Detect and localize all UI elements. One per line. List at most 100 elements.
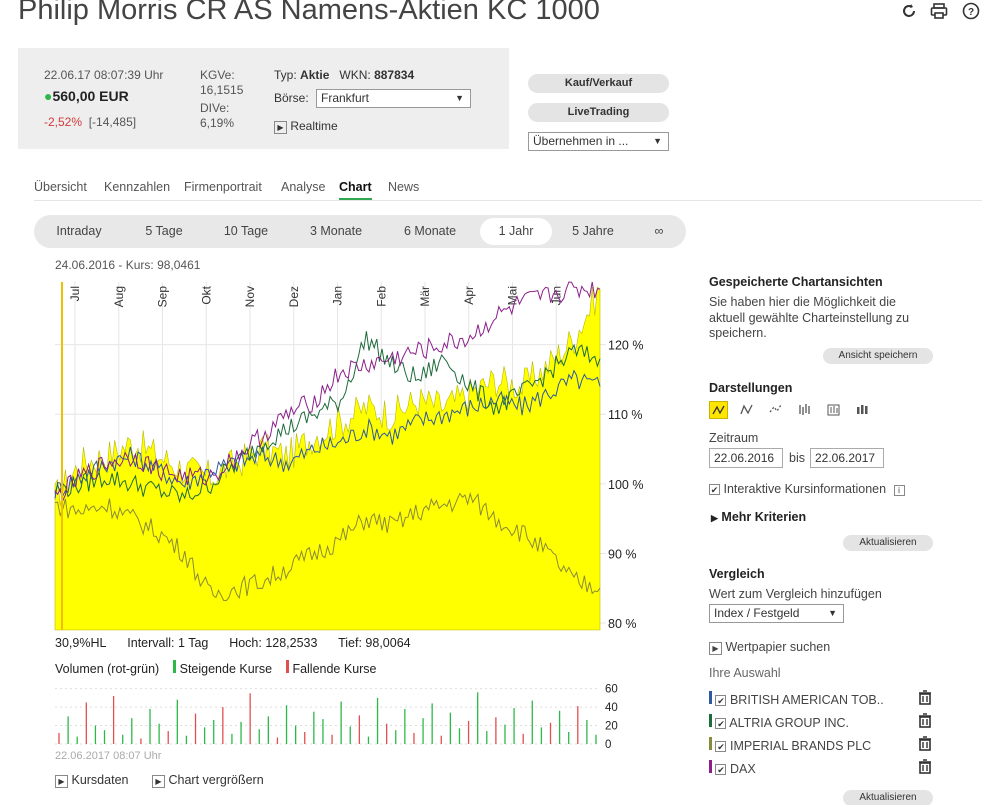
quote-timestamp: 22.06.17 08:07:39 Uhr: [44, 68, 164, 82]
tab-uebersicht[interactable]: Übersicht: [34, 180, 87, 194]
zeitraum-label: Zeitraum: [709, 431, 759, 445]
volume-tick-label: 20: [605, 721, 618, 733]
interaktiv-checkbox-row[interactable]: ✔ Interaktive Kursinformationen i: [709, 482, 905, 496]
range-max[interactable]: ∞: [654, 224, 664, 238]
y-tick-label: 100 %: [608, 478, 643, 492]
range-intraday[interactable]: Intraday: [56, 224, 102, 238]
kgv-label: KGVe:: [200, 68, 235, 82]
series-line: [54, 369, 601, 499]
dot-chart-type-icon[interactable]: [767, 401, 786, 419]
boerse-label: Börse:: [274, 91, 309, 105]
falling-label: Fallende Kurse: [292, 662, 377, 676]
mehr-kriterien-toggle[interactable]: ▶ Mehr Kriterien: [711, 510, 807, 524]
aktualisieren-button[interactable]: Aktualisieren: [843, 535, 933, 551]
div-value: 6,19%: [200, 116, 235, 130]
tab-analyse[interactable]: Analyse: [281, 180, 326, 194]
div-label: DIVe:: [200, 101, 230, 115]
tab-kennzahlen[interactable]: Kennzahlen: [104, 180, 171, 194]
y-tick-label: 90 %: [608, 547, 637, 561]
kgv-value: 16,1515: [200, 83, 244, 97]
boerse-select[interactable]: Frankfurt ▼: [316, 89, 471, 108]
aktualisieren-vergleich-button[interactable]: Aktualisieren: [843, 790, 933, 805]
refresh-icon[interactable]: [900, 2, 918, 20]
x-tick-label: Jan: [331, 286, 345, 305]
range-6-monate[interactable]: 6 Monate: [403, 224, 457, 238]
line-chart-type-icon[interactable]: [709, 401, 728, 419]
x-tick-label: Mai: [506, 286, 520, 305]
volume-title: Volumen (rot-grün): [55, 662, 160, 676]
range-5-jahre[interactable]: 5 Jahre: [572, 224, 614, 238]
svg-text:?: ?: [968, 7, 974, 18]
compare-item[interactable]: ✔ IMPERIAL BRANDS PLC: [709, 737, 871, 753]
volume-tick-label: 0: [605, 739, 611, 750]
checkbox-checked-icon[interactable]: ✔: [715, 695, 727, 706]
y-tick-label: 110 %: [608, 408, 643, 422]
tab-news[interactable]: News: [388, 180, 420, 194]
kauf-verkauf-button[interactable]: Kauf/Verkauf: [528, 74, 669, 93]
checkbox-checked-icon[interactable]: ✔: [709, 484, 720, 495]
save-view-button[interactable]: Ansicht speichern: [823, 348, 933, 364]
mountain-chart-type-icon[interactable]: [738, 401, 757, 419]
y-tick-label: 120 %: [608, 339, 643, 353]
arrow-right-icon: ▶: [274, 121, 287, 134]
typ-wkn: Typ: Aktie WKN: 887834: [274, 68, 415, 82]
saved-views-title: Gespeicherte Chartansichten: [709, 275, 883, 289]
date-from-input[interactable]: 22.06.2016: [709, 448, 783, 468]
stat-hoch: Hoch: 128,2533: [229, 636, 318, 650]
wertpapier-suchen-link[interactable]: ▶ Wertpapier suchen: [709, 640, 830, 655]
x-tick-label: Aug: [112, 286, 126, 307]
print-icon[interactable]: [930, 2, 948, 20]
checkbox-checked-icon[interactable]: ✔: [715, 741, 727, 752]
compare-item[interactable]: ✔ BRITISH AMERICAN TOB..: [709, 691, 884, 707]
tab-chart[interactable]: Chart: [339, 180, 372, 200]
volume-chart: 60 40 20 0: [55, 684, 618, 750]
status-dot-icon: ●: [44, 88, 53, 104]
ihre-auswahl-label: Ihre Auswahl: [709, 666, 781, 680]
livetrading-button[interactable]: LiveTrading: [528, 103, 669, 122]
dropdown-arrow-icon: ▼: [455, 93, 464, 103]
trash-icon[interactable]: [918, 759, 932, 774]
compare-item[interactable]: ✔ ALTRIA GROUP INC.: [709, 714, 849, 730]
checkbox-checked-icon[interactable]: ✔: [715, 764, 727, 775]
range-10-tage[interactable]: 10 Tage: [223, 224, 269, 238]
realtime-link[interactable]: ▶ Realtime: [274, 119, 338, 134]
kursdaten-link[interactable]: ▶ Kursdaten: [55, 773, 128, 788]
rising-swatch: [173, 660, 177, 673]
help-icon[interactable]: ?: [962, 2, 980, 20]
range-3-monate[interactable]: 3 Monate: [309, 224, 363, 238]
chart-vergroessern-link[interactable]: ▶ Chart vergrößern: [152, 773, 264, 788]
quote-price: ●560,00 EUR: [44, 88, 129, 104]
date-to-input[interactable]: 22.06.2017: [810, 448, 884, 468]
checkbox-checked-icon[interactable]: ✔: [715, 718, 727, 729]
series-line: [54, 331, 601, 504]
tab-divider: [34, 200, 982, 201]
dropdown-arrow-icon: ▼: [828, 608, 837, 618]
saved-views-text: Sie haben hier die Möglichkeit die aktue…: [709, 295, 910, 340]
tab-firmenportrait[interactable]: Firmenportrait: [184, 180, 262, 194]
compare-item[interactable]: ✔ DAX: [709, 760, 756, 776]
stat-hl: 30,9%HL: [55, 636, 107, 650]
trash-icon[interactable]: [918, 713, 932, 728]
vergleich-select[interactable]: Index / Festgeld ▼: [709, 604, 844, 623]
arrow-right-icon: ▶: [709, 642, 722, 655]
quote-change: -2,52% [-14,485]: [44, 115, 137, 129]
range-5-tage[interactable]: 5 Tage: [145, 224, 183, 238]
range-1-jahr[interactable]: 1 Jahr: [480, 218, 552, 245]
time-range-bar: Intraday 5 Tage 10 Tage 3 Monate 6 Monat…: [34, 215, 686, 248]
ohlc-chart-type-icon[interactable]: [796, 401, 815, 419]
stat-tief: Tief: 98,0064: [338, 636, 411, 650]
series-color-swatch: [709, 714, 712, 727]
trash-icon[interactable]: [918, 690, 932, 705]
candle-chart-type-icon[interactable]: [854, 401, 873, 419]
uebernehmen-select[interactable]: Übernehmen in ... ▼: [528, 132, 669, 151]
page-title: Philip Morris CR AS Namens-Aktien KC 100…: [18, 0, 600, 26]
info-icon[interactable]: i: [893, 485, 905, 496]
series-area-philip-morris: [54, 286, 601, 631]
series-color-swatch: [709, 760, 712, 773]
price-chart[interactable]: Jul Aug Sep Okt Nov Dez Jan Feb Mär Apr Mai Jun120 …: [40, 276, 660, 634]
vergleich-title: Vergleich: [709, 567, 765, 581]
trash-icon[interactable]: [918, 736, 932, 751]
volume-legend: Volumen (rot-grün) Steigende Kurse Falle…: [55, 660, 377, 676]
bar-chart-type-icon[interactable]: [825, 401, 844, 419]
series-line: [54, 281, 601, 503]
